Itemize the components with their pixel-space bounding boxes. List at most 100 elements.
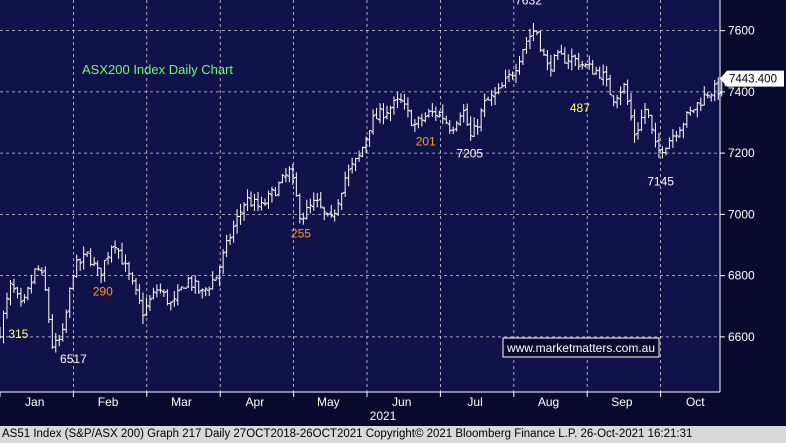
ohlc-bar (454, 120, 459, 132)
ohlc-bar (412, 119, 417, 133)
ohlc-bar (583, 63, 588, 68)
ohlc-bar (405, 97, 410, 118)
ohlc-bar (468, 116, 473, 141)
ohlc-bar (81, 246, 86, 270)
chart-annotation: 6517 (60, 352, 87, 366)
ohlc-bar (266, 190, 271, 209)
ohlc-bar (161, 289, 166, 298)
ohlc-bar (346, 164, 351, 187)
ohlc-bar (709, 93, 714, 102)
ohlc-bar (555, 49, 560, 61)
ohlc-bar (597, 66, 602, 80)
chart-annotation: 201 (416, 134, 436, 148)
ohlc-bar (301, 212, 306, 225)
ohlc-bar (249, 191, 254, 207)
ohlc-bar (702, 86, 707, 106)
chart-annotation: 315 (8, 327, 28, 341)
ohlc-bar (147, 294, 152, 312)
y-tick-label: 7000 (728, 207, 755, 221)
ohlc-bar (653, 122, 658, 148)
ohlc-bar (259, 196, 264, 211)
chart-annotation: 290 (93, 285, 113, 299)
ohlc-bar (357, 150, 362, 162)
ohlc-bar (332, 209, 337, 222)
ohlc-bar (465, 103, 470, 126)
ohlc-bar (601, 64, 606, 86)
ohlc-bar (29, 274, 34, 294)
ohlc-bar (172, 291, 177, 307)
plot-area (0, 0, 720, 392)
x-tick-label: Apr (246, 395, 265, 409)
ohlc-bar (64, 309, 69, 334)
ohlc-bar (15, 286, 20, 299)
ohlc-bar (280, 173, 285, 184)
y-tick-label: 6600 (728, 330, 755, 344)
watermark-box[interactable]: www.marketmatters.com.au (502, 337, 660, 358)
ohlc-bar (109, 245, 114, 263)
last-price-marker (720, 70, 784, 87)
ohlc-bar (367, 129, 372, 147)
ohlc-bar (4, 292, 9, 319)
ohlc-bar (479, 108, 484, 132)
ohlc-bar (186, 276, 191, 289)
ohlc-bar (663, 147, 668, 156)
ohlc-bar (329, 204, 334, 218)
ohlc-bar (629, 93, 634, 121)
year-label: 2021 (370, 409, 397, 423)
ohlc-bar (590, 59, 595, 75)
ohlc-bar (677, 126, 682, 138)
ohlc-bar (688, 106, 693, 116)
ohlc-bar (527, 28, 532, 50)
ohlc-bar (695, 102, 700, 118)
ohlc-bar (158, 283, 163, 294)
ohlc-bar (364, 136, 369, 154)
ohlc-bar (545, 49, 550, 71)
ohlc-bar (712, 79, 717, 102)
ohlc-bar (385, 105, 390, 120)
watermark-link[interactable]: www.marketmatters.com.au (506, 341, 655, 355)
ohlc-bar (538, 30, 543, 52)
ohlc-bar (238, 203, 243, 225)
chart-annotation: 7205 (456, 147, 483, 161)
ohlc-bar (182, 287, 187, 289)
ohlc-bar (336, 199, 341, 216)
ohlc-bar (339, 192, 344, 211)
ohlc-bar (231, 220, 236, 243)
ohlc-bar (489, 90, 494, 106)
ohlc-bar (325, 212, 330, 217)
ohlc-bar (395, 92, 400, 108)
ohlc-bar (151, 287, 156, 300)
ohlc-bar (684, 111, 689, 128)
ohlc-bar (318, 191, 323, 209)
ohlc-bar (409, 109, 414, 127)
ohlc-bar (461, 104, 466, 123)
y-tick-label: 6800 (728, 269, 755, 283)
ohlc-bar (39, 267, 44, 276)
chart-annotation: 7145 (647, 174, 674, 188)
x-tick-label: Oct (686, 395, 705, 409)
chart-title: ASX200 Index Daily Chart (82, 62, 233, 77)
ohlc-bar (210, 271, 215, 290)
ohlc-bar (144, 297, 149, 317)
ohlc-bar (228, 233, 233, 246)
ohlc-bar (203, 287, 208, 297)
ohlc-bar (604, 65, 609, 87)
last-price-tag: 7443.400 (720, 70, 784, 87)
ohlc-bar (273, 187, 278, 197)
ohlc-bar (656, 132, 661, 159)
last-price-label: 7443.400 (729, 74, 777, 86)
x-tick-label: Mar (171, 395, 192, 409)
ohlc-bar (22, 294, 27, 304)
ohlc-bar (140, 292, 145, 325)
ohlc-bar (566, 54, 571, 69)
ohlc-bar (514, 63, 519, 84)
x-tick-label: Feb (98, 395, 119, 409)
ohlc-bar (133, 277, 138, 296)
ohlc-bar (137, 284, 142, 304)
ohlc-bar (534, 30, 539, 36)
asx200-daily-chart: 6600 6800 7000 7200 7400 7600 Jan Feb Mar Apr May… (0, 0, 784, 423)
ohlc-bar (322, 206, 327, 221)
ohlc-bar (85, 251, 90, 257)
footer-copyright: AS51 Index (S&P/ASX 200) Graph 217 Daily… (0, 426, 786, 443)
